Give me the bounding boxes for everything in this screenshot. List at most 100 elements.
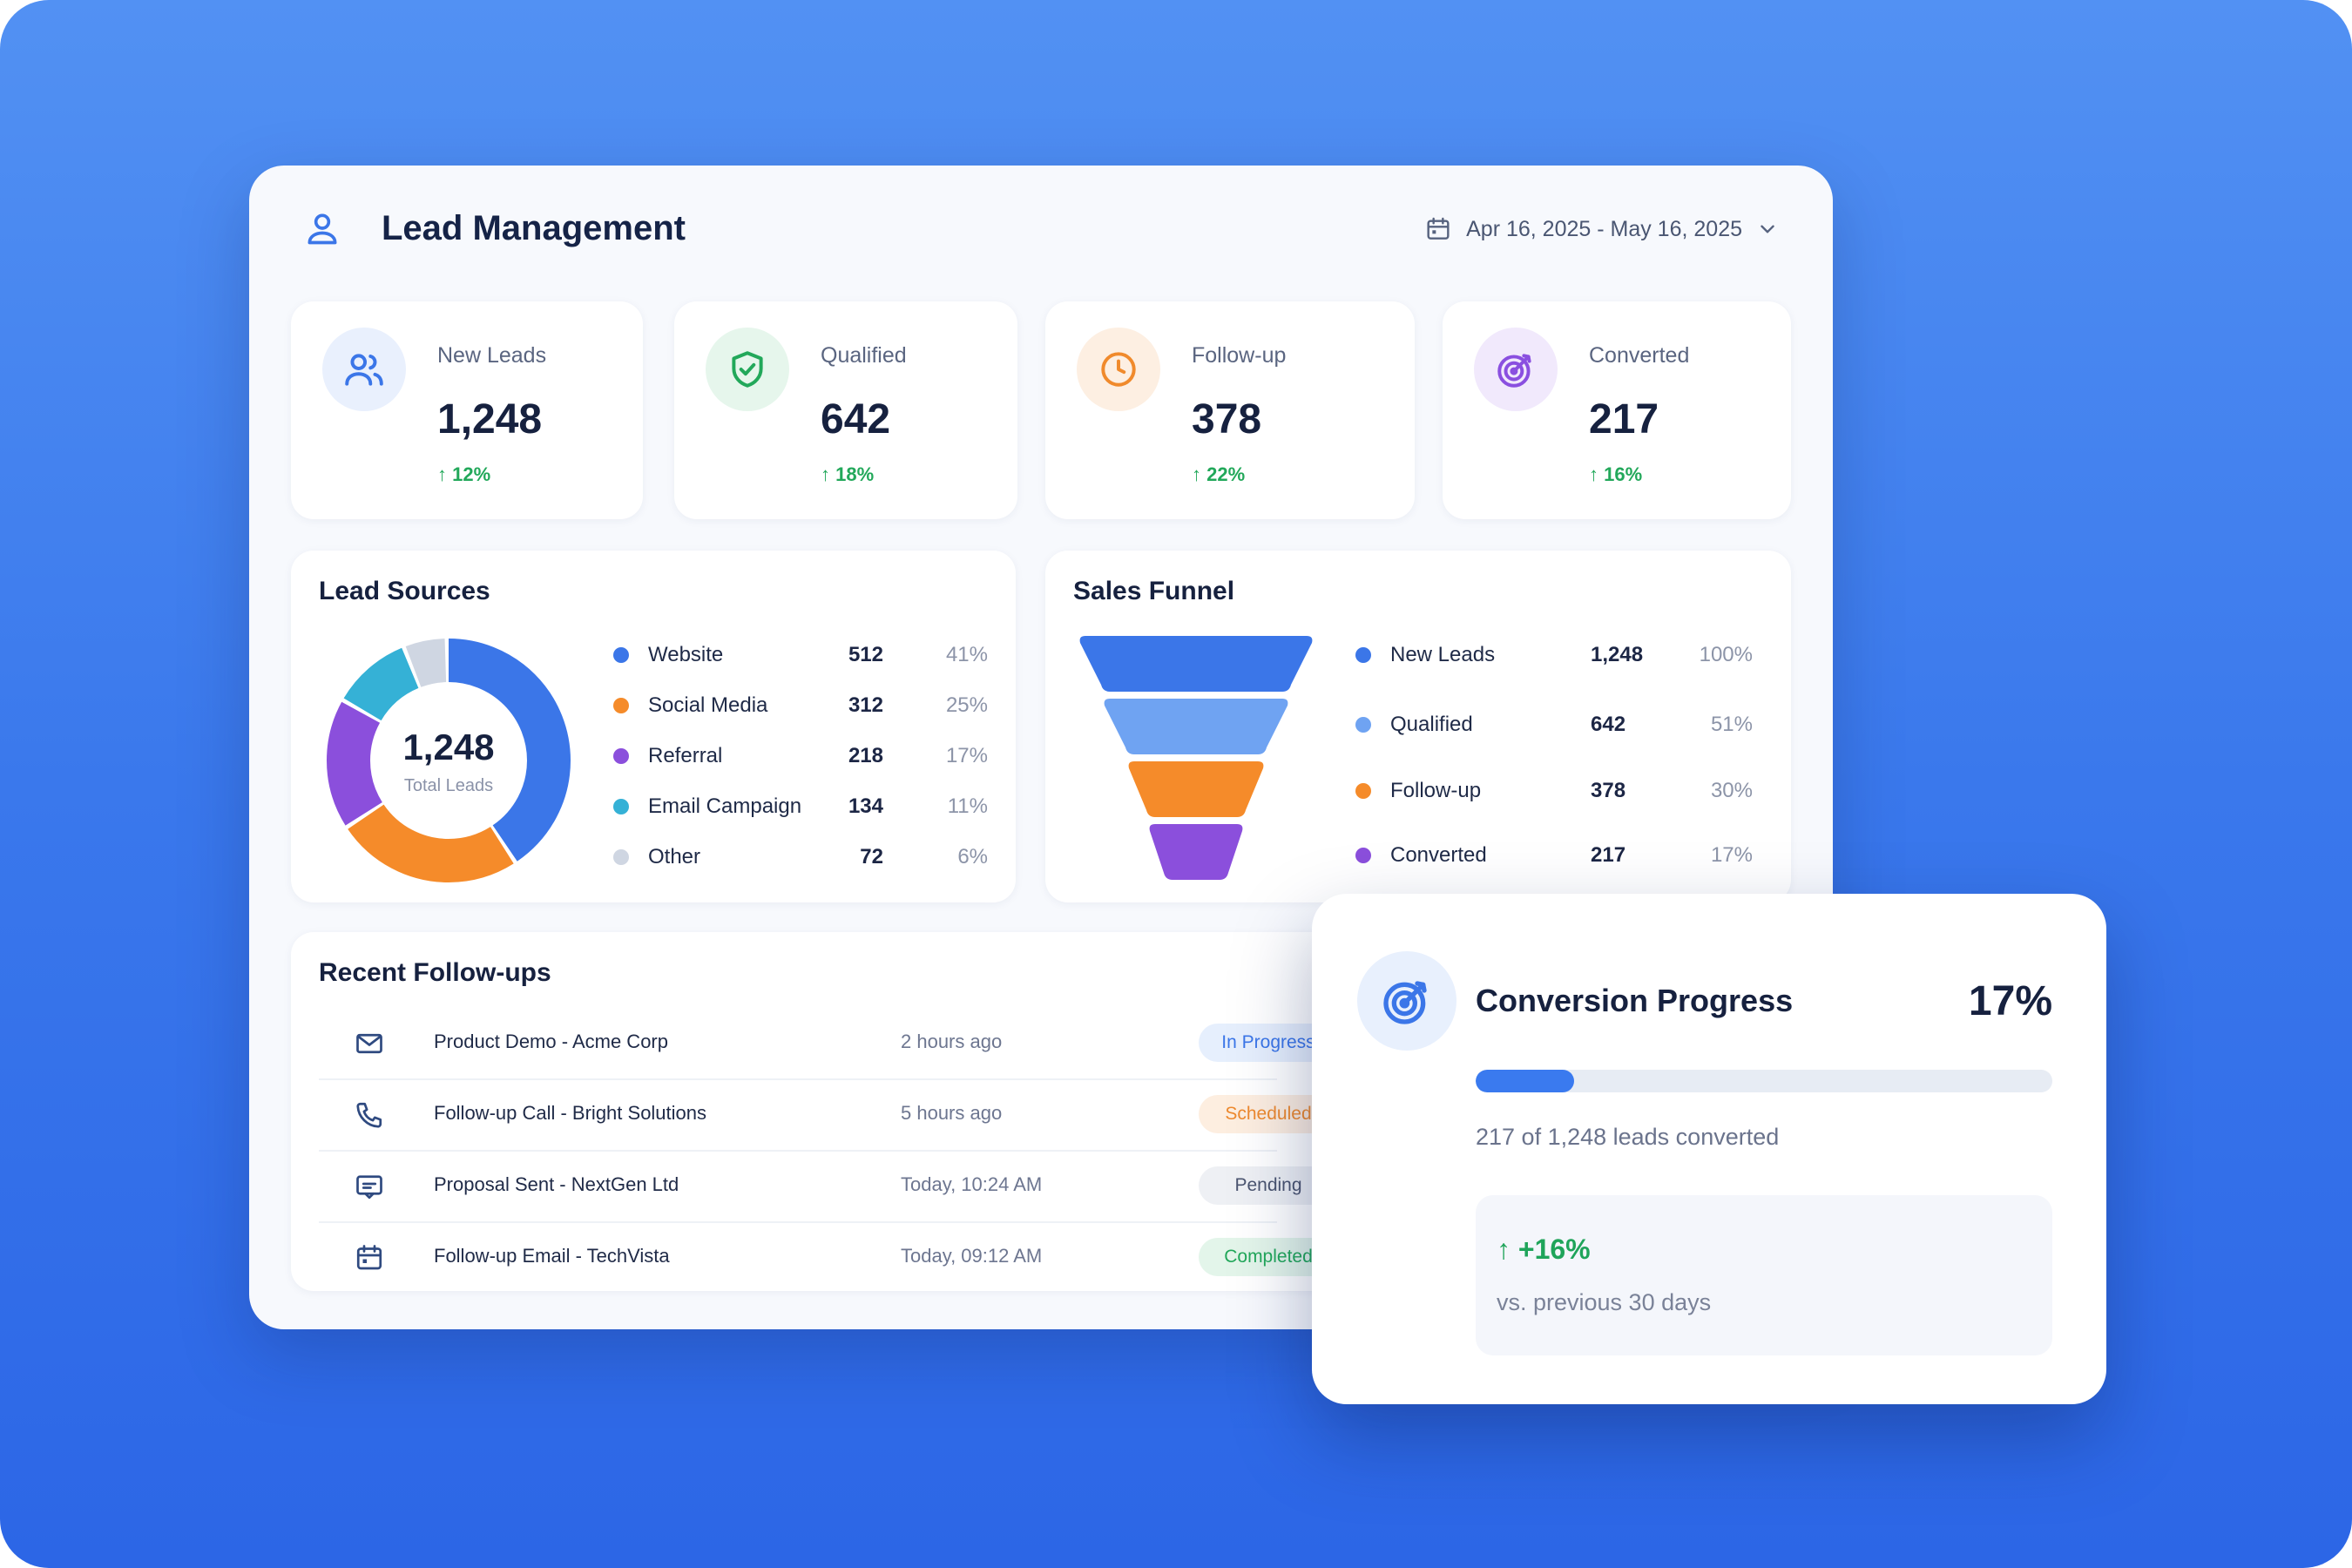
stat-icon-badge [322, 328, 406, 411]
legend-label: Social Media [648, 693, 768, 717]
user-icon [308, 213, 337, 245]
stat-value: 378 [1192, 396, 1262, 443]
conversion-comparison-note: vs. previous 30 days [1497, 1289, 1712, 1315]
lead-sources-card: Lead Sources 1,248 Total Leads Website 51… [291, 551, 1016, 902]
message-icon [356, 1175, 382, 1200]
shield-check-icon [732, 351, 763, 388]
legend-dot [1355, 783, 1371, 799]
follow-up-row[interactable]: Follow-up Call - Bright Solutions 5 hour… [319, 1080, 1338, 1152]
legend-percentage: 11% [947, 794, 988, 818]
legend-dot [613, 698, 629, 713]
donut-total-value: 1,248 [402, 727, 494, 767]
stat-delta: ↑ 22% [1192, 463, 1246, 485]
sales-funnel-chart [1079, 636, 1313, 880]
legend-item: Qualified 642 51% [1355, 707, 1753, 742]
follow-up-title: Follow-up Email - TechVista [434, 1245, 670, 1267]
donut-slice-referral [327, 639, 571, 882]
lead-sources-donut-chart: 1,248 Total Leads [327, 639, 571, 882]
legend-label: Other [648, 845, 701, 868]
date-range-label: Apr 16, 2025 - May 16, 2025 [1466, 216, 1742, 241]
legend-value: 217 [1591, 843, 1626, 867]
stat-delta: ↑ 18% [821, 463, 875, 485]
sales-funnel-title: Sales Funnel [1073, 577, 1235, 605]
legend-dot [613, 849, 629, 865]
follow-up-title: Follow-up Call - Bright Solutions [434, 1102, 707, 1124]
follow-up-time: 5 hours ago [901, 1102, 1003, 1124]
legend-label: Referral [648, 744, 723, 767]
donut-slice-website [327, 639, 571, 882]
legend-value: 642 [1591, 713, 1626, 736]
legend-percentage: 41% [945, 643, 988, 666]
stat-icon-badge [706, 328, 789, 411]
stat-label: New Leads [437, 343, 547, 368]
stat-label: Qualified [821, 343, 907, 368]
conversion-progress-fill [1476, 1070, 1574, 1092]
calendar-icon [356, 1245, 382, 1270]
stat-icon-badge [1077, 328, 1160, 411]
legend-percentage: 17% [1710, 843, 1753, 867]
legend-label: New Leads [1390, 643, 1496, 666]
legend-item: Other 72 6% [613, 840, 988, 875]
stat-card-follow-up[interactable]: Follow-up 378 ↑ 22% [1045, 301, 1415, 519]
clock-icon [1101, 352, 1136, 387]
legend-dot [613, 647, 629, 663]
date-range-picker[interactable]: Apr 16, 2025 - May 16, 2025 [1424, 209, 1779, 249]
stat-card-converted[interactable]: Converted 217 ↑ 16% [1443, 301, 1791, 519]
funnel-stage-new-leads [1079, 636, 1313, 692]
legend-label: Qualified [1390, 713, 1473, 736]
conversion-icon-badge [1357, 951, 1456, 1051]
legend-percentage: 17% [945, 744, 988, 767]
legend-value: 218 [848, 744, 883, 767]
stat-card-qualified[interactable]: Qualified 642 ↑ 18% [674, 301, 1017, 519]
follow-up-title: Product Demo - Acme Corp [434, 1031, 668, 1052]
legend-dot [1355, 647, 1371, 663]
legend-label: Converted [1390, 843, 1487, 867]
chevron-down-icon [1761, 225, 1774, 233]
conversion-percentage: 17% [1968, 978, 2052, 1024]
follow-up-title: Proposal Sent - NextGen Ltd [434, 1173, 679, 1195]
legend-dot [1355, 848, 1371, 863]
conversion-trend-box: ↑ +16% vs. previous 30 days [1476, 1195, 2052, 1355]
legend-value: 134 [848, 794, 883, 818]
legend-dot [613, 799, 629, 814]
funnel-stage-qualified [1104, 699, 1288, 754]
follow-up-row[interactable]: Follow-up Email - TechVista Today, 09:12… [319, 1223, 1338, 1294]
donut-total-label: Total Leads [404, 776, 493, 795]
stat-card-new-leads[interactable]: New Leads 1,248 ↑ 12% [291, 301, 643, 519]
funnel-stage-converted [1149, 824, 1243, 880]
legend-percentage: 25% [945, 693, 988, 717]
follow-up-row[interactable]: Product Demo - Acme Corp 2 hours ago In … [319, 1009, 1338, 1080]
users-icon [345, 354, 383, 386]
mail-icon [356, 1033, 382, 1054]
legend-percentage: 6% [957, 845, 988, 868]
page-title: Lead Management [382, 209, 686, 247]
follow-up-row[interactable]: Proposal Sent - NextGen Ltd Today, 10:24… [319, 1152, 1338, 1223]
conversion-title: Conversion Progress [1476, 983, 1794, 1018]
legend-value: 72 [860, 845, 883, 868]
lead-sources-title: Lead Sources [319, 577, 490, 605]
legend-dot [613, 748, 629, 764]
follow-up-time: Today, 09:12 AM [901, 1245, 1043, 1267]
conversion-progress-bar [1476, 1070, 2052, 1092]
legend-percentage: 51% [1710, 713, 1753, 736]
stat-value: 1,248 [437, 396, 543, 443]
recent-follow-ups-title: Recent Follow-ups [319, 958, 551, 987]
conversion-summary: 217 of 1,248 leads converted [1476, 1124, 1780, 1150]
legend-label: Website [648, 643, 724, 666]
conversion-delta: ↑ +16% [1497, 1233, 1591, 1265]
stat-label: Follow-up [1192, 343, 1287, 368]
funnel-stage-follow-up [1128, 761, 1264, 817]
legend-value: 512 [848, 643, 883, 666]
legend-percentage: 30% [1710, 779, 1753, 802]
legend-item: Converted 217 17% [1355, 838, 1753, 873]
legend-label: Follow-up [1390, 779, 1482, 802]
conversion-progress-card: Conversion Progress 17% 217 of 1,248 lea… [1312, 894, 2106, 1404]
calendar-icon [1427, 217, 1450, 240]
legend-dot [1355, 717, 1371, 733]
stat-label: Converted [1589, 343, 1690, 368]
phone-icon [356, 1102, 382, 1128]
panel-header: Lead Management Apr 16, 2025 - May 16, 2… [249, 166, 1833, 296]
stat-value: 642 [821, 396, 891, 443]
legend-item: Referral 218 17% [613, 739, 988, 774]
